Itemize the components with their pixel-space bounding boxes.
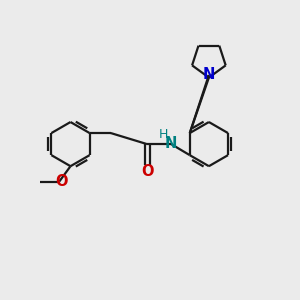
Text: O: O	[55, 174, 67, 189]
Text: H: H	[158, 128, 168, 141]
Text: N: N	[203, 68, 215, 82]
Text: O: O	[141, 164, 153, 179]
Text: N: N	[165, 136, 177, 152]
